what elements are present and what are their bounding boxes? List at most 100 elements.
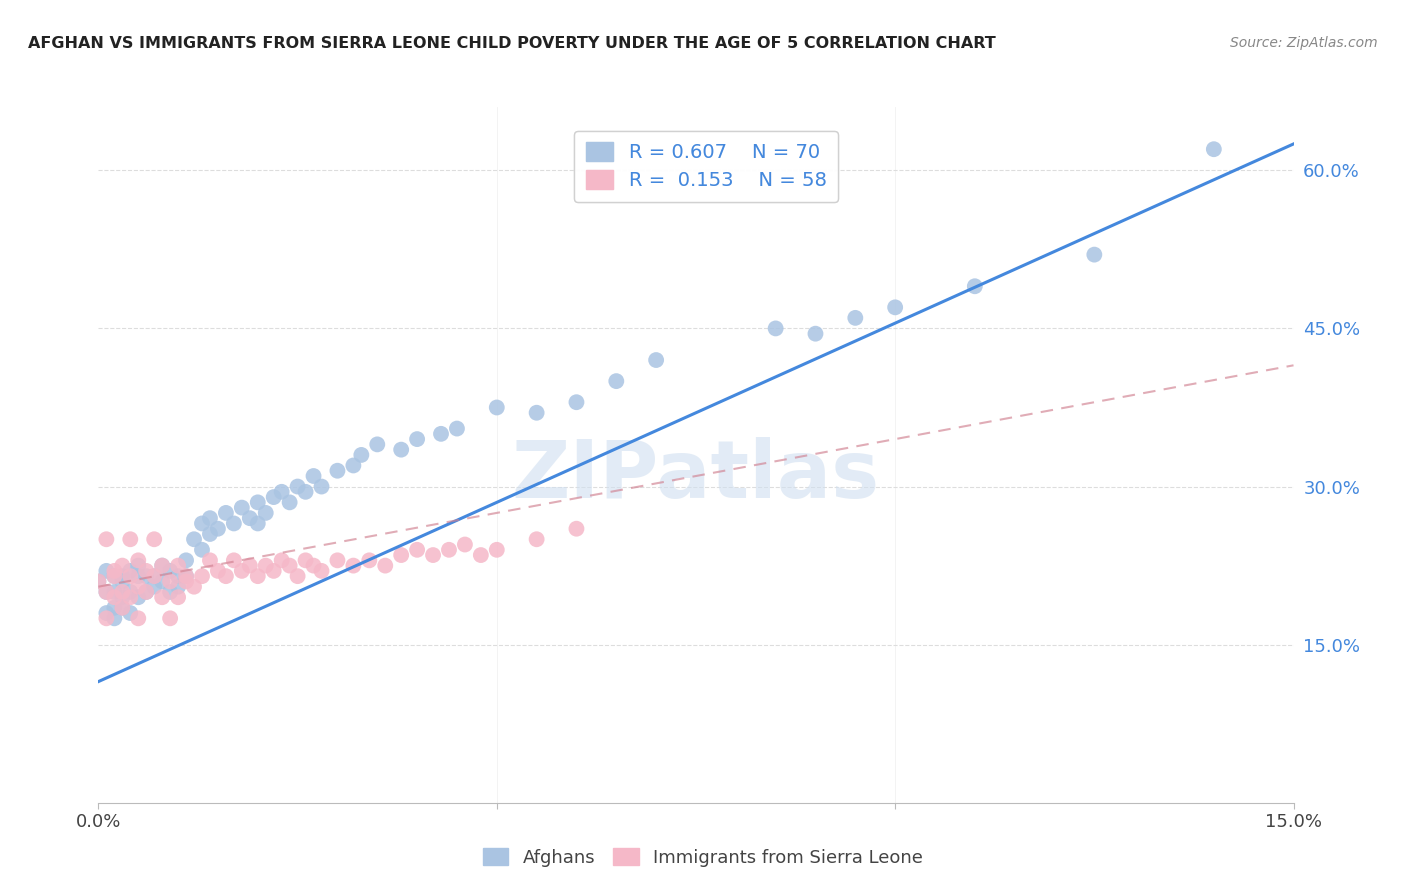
Point (198, 553, 221, 567)
Point (103, 585, 125, 599)
Point (96, 585, 118, 599)
Point (150, 591, 173, 605)
Point (406, 432, 429, 446)
Point (150, 558, 173, 573)
Point (135, 564, 157, 578)
Point (143, 580, 166, 594)
Point (96, 606, 118, 620)
Point (287, 569, 309, 583)
Point (103, 611, 125, 625)
Point (389, 442, 412, 457)
Text: ZIPatlas: ZIPatlas (512, 437, 880, 515)
Point (294, 553, 316, 567)
Point (526, 533, 548, 547)
Point (231, 564, 253, 578)
Point (254, 506, 277, 520)
Point (120, 569, 142, 583)
Point (103, 569, 125, 583)
Point (526, 406, 548, 420)
Point (183, 533, 205, 547)
Point (765, 321, 787, 335)
Point (103, 564, 125, 578)
Point (222, 553, 245, 567)
Point (120, 591, 142, 605)
Point (127, 558, 149, 573)
Point (565, 522, 588, 536)
Point (143, 533, 166, 547)
Point (374, 558, 396, 573)
Point (342, 458, 364, 473)
Point (239, 558, 262, 573)
Point (446, 421, 468, 435)
Point (120, 606, 142, 620)
Point (159, 574, 181, 589)
Point (311, 479, 333, 493)
Point (159, 585, 181, 599)
Point (120, 585, 142, 599)
Point (278, 495, 301, 509)
Point (120, 533, 142, 547)
Text: Source: ZipAtlas.com: Source: ZipAtlas.com (1230, 36, 1378, 50)
Point (167, 569, 190, 583)
Point (430, 426, 453, 441)
Point (294, 484, 316, 499)
Point (135, 585, 157, 599)
Point (350, 448, 373, 462)
Point (884, 301, 907, 315)
Point (111, 600, 134, 615)
Point (389, 548, 412, 562)
Point (103, 569, 125, 583)
Point (222, 516, 245, 531)
Point (239, 511, 262, 525)
Point (215, 506, 238, 520)
Point (231, 500, 253, 515)
Point (191, 516, 214, 531)
Point (174, 569, 197, 583)
Point (311, 564, 333, 578)
Point (366, 437, 388, 451)
Point (270, 553, 292, 567)
Point (150, 558, 173, 573)
Point (191, 569, 214, 583)
Text: AFGHAN VS IMMIGRANTS FROM SIERRA LEONE CHILD POVERTY UNDER THE AGE OF 5 CORRELAT: AFGHAN VS IMMIGRANTS FROM SIERRA LEONE C… (28, 36, 995, 51)
Point (183, 580, 205, 594)
Point (207, 564, 229, 578)
Point (246, 516, 269, 531)
Point (174, 553, 197, 567)
Point (87, 574, 110, 589)
Point (454, 537, 477, 551)
Point (96, 533, 118, 547)
Point (135, 585, 157, 599)
Point (111, 600, 134, 615)
Point (174, 574, 197, 589)
Point (198, 511, 221, 525)
Point (135, 569, 157, 583)
Point (96, 564, 118, 578)
Point (127, 569, 149, 583)
Point (1083, 247, 1105, 261)
Point (96, 585, 118, 599)
Point (167, 558, 190, 573)
Point (103, 600, 125, 615)
Legend: Afghans, Immigrants from Sierra Leone: Afghans, Immigrants from Sierra Leone (475, 841, 931, 874)
Point (270, 484, 292, 499)
Point (111, 591, 134, 605)
Point (645, 353, 668, 368)
Point (302, 558, 325, 573)
Point (844, 310, 866, 325)
Point (342, 558, 364, 573)
Point (143, 569, 166, 583)
Point (120, 564, 142, 578)
Point (111, 558, 134, 573)
Point (963, 279, 986, 293)
Point (406, 542, 429, 557)
Point (127, 591, 149, 605)
Point (198, 527, 221, 541)
Point (207, 522, 229, 536)
Point (159, 564, 181, 578)
Point (159, 611, 181, 625)
Point (127, 553, 149, 567)
Point (263, 490, 285, 504)
Point (359, 553, 381, 567)
Point (437, 542, 460, 557)
